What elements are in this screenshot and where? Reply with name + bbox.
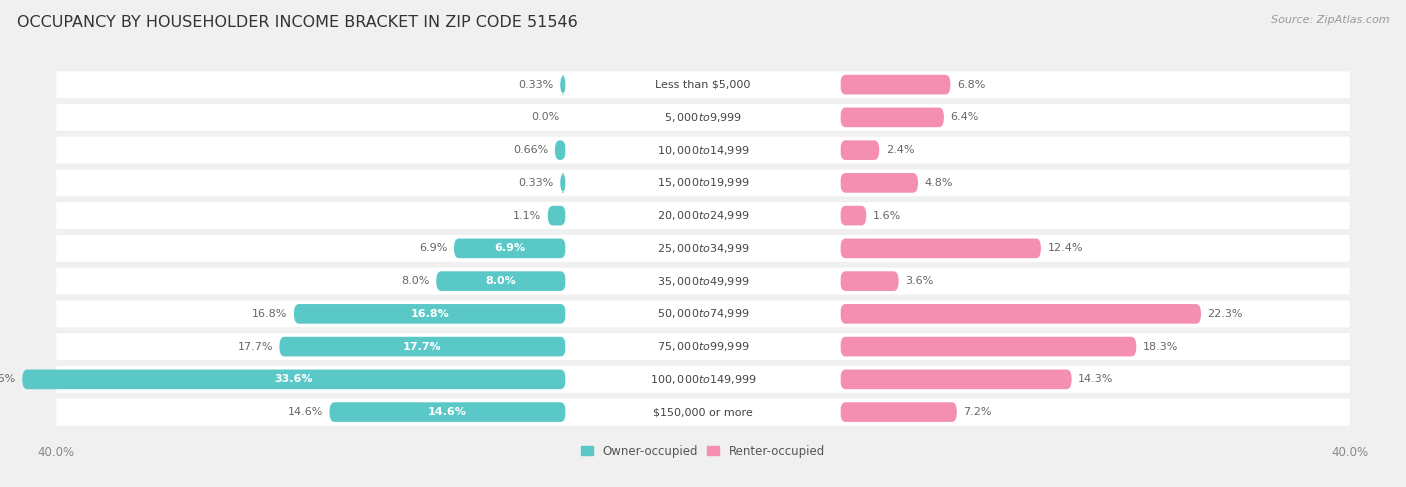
Text: $100,000 to $149,999: $100,000 to $149,999 — [650, 373, 756, 386]
FancyBboxPatch shape — [22, 370, 565, 389]
Text: 33.6%: 33.6% — [274, 375, 314, 384]
FancyBboxPatch shape — [56, 366, 1350, 393]
Text: 22.3%: 22.3% — [1208, 309, 1243, 319]
FancyBboxPatch shape — [565, 271, 841, 292]
Text: 18.3%: 18.3% — [1143, 341, 1178, 352]
FancyBboxPatch shape — [560, 75, 565, 94]
Text: 2.4%: 2.4% — [886, 145, 914, 155]
Text: 33.6%: 33.6% — [0, 375, 15, 384]
Text: 17.7%: 17.7% — [238, 341, 273, 352]
Text: $150,000 or more: $150,000 or more — [654, 407, 752, 417]
FancyBboxPatch shape — [565, 172, 841, 193]
Text: 7.2%: 7.2% — [963, 407, 991, 417]
Text: $50,000 to $74,999: $50,000 to $74,999 — [657, 307, 749, 320]
FancyBboxPatch shape — [841, 173, 918, 193]
Text: 14.3%: 14.3% — [1078, 375, 1114, 384]
Text: 6.4%: 6.4% — [950, 112, 979, 122]
FancyBboxPatch shape — [565, 107, 841, 128]
FancyBboxPatch shape — [841, 370, 1071, 389]
Text: $20,000 to $24,999: $20,000 to $24,999 — [657, 209, 749, 222]
FancyBboxPatch shape — [329, 402, 565, 422]
FancyBboxPatch shape — [565, 369, 841, 390]
FancyBboxPatch shape — [841, 337, 1136, 356]
Text: 1.6%: 1.6% — [873, 210, 901, 221]
Text: Source: ZipAtlas.com: Source: ZipAtlas.com — [1271, 15, 1389, 25]
FancyBboxPatch shape — [280, 337, 565, 356]
FancyBboxPatch shape — [548, 206, 565, 225]
FancyBboxPatch shape — [56, 71, 1350, 98]
Legend: Owner-occupied, Renter-occupied: Owner-occupied, Renter-occupied — [576, 440, 830, 463]
Text: 3.6%: 3.6% — [905, 276, 934, 286]
FancyBboxPatch shape — [56, 268, 1350, 295]
Text: $75,000 to $99,999: $75,000 to $99,999 — [657, 340, 749, 353]
FancyBboxPatch shape — [56, 300, 1350, 327]
Text: 8.0%: 8.0% — [401, 276, 430, 286]
Text: 14.6%: 14.6% — [427, 407, 467, 417]
Text: 6.9%: 6.9% — [495, 244, 526, 253]
Text: 14.6%: 14.6% — [288, 407, 323, 417]
Text: $15,000 to $19,999: $15,000 to $19,999 — [657, 176, 749, 189]
FancyBboxPatch shape — [56, 104, 1350, 131]
FancyBboxPatch shape — [841, 75, 950, 94]
Text: 16.8%: 16.8% — [252, 309, 287, 319]
FancyBboxPatch shape — [294, 304, 565, 324]
FancyBboxPatch shape — [560, 173, 565, 193]
Text: 0.66%: 0.66% — [513, 145, 548, 155]
FancyBboxPatch shape — [841, 239, 1040, 258]
FancyBboxPatch shape — [565, 205, 841, 226]
FancyBboxPatch shape — [841, 271, 898, 291]
Text: 0.0%: 0.0% — [531, 112, 560, 122]
Text: $35,000 to $49,999: $35,000 to $49,999 — [657, 275, 749, 288]
Text: 16.8%: 16.8% — [411, 309, 449, 319]
FancyBboxPatch shape — [56, 202, 1350, 229]
FancyBboxPatch shape — [56, 235, 1350, 262]
FancyBboxPatch shape — [841, 304, 1201, 324]
Text: $25,000 to $34,999: $25,000 to $34,999 — [657, 242, 749, 255]
FancyBboxPatch shape — [56, 399, 1350, 426]
FancyBboxPatch shape — [841, 402, 957, 422]
Text: 6.8%: 6.8% — [957, 80, 986, 90]
FancyBboxPatch shape — [565, 238, 841, 259]
FancyBboxPatch shape — [565, 336, 841, 357]
Text: 0.33%: 0.33% — [519, 178, 554, 188]
Text: 12.4%: 12.4% — [1047, 244, 1083, 253]
FancyBboxPatch shape — [436, 271, 565, 291]
Text: 17.7%: 17.7% — [404, 341, 441, 352]
FancyBboxPatch shape — [841, 206, 866, 225]
FancyBboxPatch shape — [56, 137, 1350, 164]
Text: 1.1%: 1.1% — [513, 210, 541, 221]
FancyBboxPatch shape — [56, 169, 1350, 196]
FancyBboxPatch shape — [454, 239, 565, 258]
Text: OCCUPANCY BY HOUSEHOLDER INCOME BRACKET IN ZIP CODE 51546: OCCUPANCY BY HOUSEHOLDER INCOME BRACKET … — [17, 15, 578, 30]
Text: $10,000 to $14,999: $10,000 to $14,999 — [657, 144, 749, 157]
FancyBboxPatch shape — [56, 333, 1350, 360]
Text: 6.9%: 6.9% — [419, 244, 447, 253]
FancyBboxPatch shape — [841, 108, 943, 127]
Text: 0.33%: 0.33% — [519, 80, 554, 90]
Text: $5,000 to $9,999: $5,000 to $9,999 — [664, 111, 742, 124]
FancyBboxPatch shape — [841, 140, 879, 160]
FancyBboxPatch shape — [555, 140, 565, 160]
FancyBboxPatch shape — [565, 74, 841, 95]
FancyBboxPatch shape — [565, 402, 841, 423]
Text: 4.8%: 4.8% — [925, 178, 953, 188]
FancyBboxPatch shape — [565, 140, 841, 161]
FancyBboxPatch shape — [565, 303, 841, 324]
Text: Less than $5,000: Less than $5,000 — [655, 80, 751, 90]
Text: 8.0%: 8.0% — [485, 276, 516, 286]
